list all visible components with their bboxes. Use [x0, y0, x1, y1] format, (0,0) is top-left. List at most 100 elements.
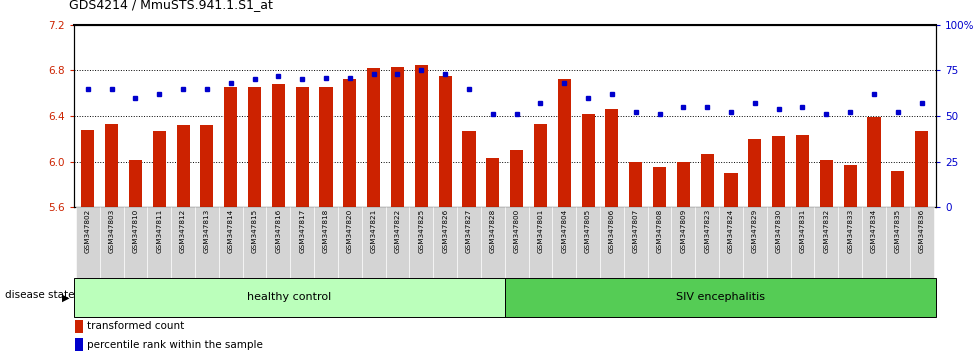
Bar: [368, 68, 380, 207]
Bar: [267, 207, 290, 278]
Text: GSM347821: GSM347821: [370, 209, 376, 253]
Text: GSM347817: GSM347817: [299, 209, 305, 253]
Bar: [701, 154, 713, 207]
Bar: [457, 207, 481, 278]
Text: GSM347805: GSM347805: [585, 209, 591, 253]
Text: GSM347800: GSM347800: [514, 209, 519, 253]
Bar: [505, 207, 528, 278]
Bar: [553, 207, 576, 278]
Bar: [486, 158, 500, 207]
Bar: [505, 278, 936, 317]
Bar: [319, 87, 332, 207]
Text: GSM347814: GSM347814: [227, 209, 234, 253]
Bar: [510, 150, 523, 207]
Bar: [677, 161, 690, 207]
Bar: [648, 207, 671, 278]
Bar: [439, 76, 452, 207]
Bar: [129, 160, 142, 207]
Text: GSM347825: GSM347825: [418, 209, 424, 253]
Bar: [147, 207, 172, 278]
Bar: [315, 207, 338, 278]
Bar: [814, 207, 838, 278]
Text: percentile rank within the sample: percentile rank within the sample: [87, 340, 263, 350]
Bar: [391, 67, 404, 207]
Bar: [528, 207, 553, 278]
Bar: [581, 114, 595, 207]
Bar: [172, 207, 195, 278]
Text: transformed count: transformed count: [87, 321, 184, 331]
Text: GSM347808: GSM347808: [657, 209, 662, 253]
Bar: [219, 207, 243, 278]
Bar: [176, 125, 190, 207]
Bar: [534, 124, 547, 207]
Bar: [75, 207, 100, 278]
Bar: [749, 139, 761, 207]
Text: GSM347816: GSM347816: [275, 209, 281, 253]
Bar: [74, 278, 505, 317]
Bar: [410, 207, 433, 278]
Text: GSM347826: GSM347826: [442, 209, 448, 253]
Text: GSM347820: GSM347820: [347, 209, 353, 253]
Bar: [743, 207, 766, 278]
Bar: [886, 207, 909, 278]
Bar: [338, 207, 362, 278]
Bar: [862, 207, 886, 278]
Text: GSM347822: GSM347822: [395, 209, 401, 253]
Text: GSM347832: GSM347832: [823, 209, 829, 253]
Text: GSM347807: GSM347807: [633, 209, 639, 253]
Bar: [463, 131, 475, 207]
Bar: [243, 207, 267, 278]
Bar: [343, 80, 357, 207]
Bar: [100, 207, 123, 278]
Text: disease state: disease state: [5, 290, 74, 301]
Text: GSM347823: GSM347823: [705, 209, 710, 253]
Text: GSM347834: GSM347834: [871, 209, 877, 253]
Text: ▶: ▶: [62, 292, 70, 302]
Bar: [867, 117, 880, 207]
Text: GSM347811: GSM347811: [156, 209, 163, 253]
Text: GSM347810: GSM347810: [132, 209, 138, 253]
Bar: [766, 207, 791, 278]
Bar: [915, 131, 928, 207]
Bar: [724, 173, 738, 207]
Bar: [653, 167, 666, 207]
Bar: [909, 207, 934, 278]
Bar: [576, 207, 600, 278]
Bar: [81, 130, 94, 207]
Bar: [75, 338, 83, 351]
Text: GSM347806: GSM347806: [609, 209, 614, 253]
Text: GSM347801: GSM347801: [537, 209, 544, 253]
Bar: [195, 207, 219, 278]
Bar: [600, 207, 624, 278]
Bar: [791, 207, 814, 278]
Bar: [105, 124, 119, 207]
Bar: [719, 207, 743, 278]
Text: SIV encephalitis: SIV encephalitis: [676, 292, 764, 302]
Bar: [123, 207, 147, 278]
Bar: [248, 87, 261, 207]
Text: healthy control: healthy control: [247, 292, 331, 302]
Bar: [290, 207, 315, 278]
Bar: [481, 207, 505, 278]
Text: GSM347813: GSM347813: [204, 209, 210, 253]
Bar: [385, 207, 410, 278]
Bar: [200, 125, 214, 207]
Bar: [415, 65, 428, 207]
Text: GSM347804: GSM347804: [562, 209, 567, 253]
Bar: [819, 160, 833, 207]
Bar: [558, 80, 570, 207]
Text: GSM347824: GSM347824: [728, 209, 734, 253]
Text: GSM347828: GSM347828: [490, 209, 496, 253]
Bar: [772, 136, 785, 207]
Text: GSM347809: GSM347809: [680, 209, 686, 253]
Bar: [224, 87, 237, 207]
Bar: [695, 207, 719, 278]
Text: GSM347802: GSM347802: [85, 209, 91, 253]
Text: GSM347830: GSM347830: [775, 209, 782, 253]
Text: GSM347836: GSM347836: [918, 209, 924, 253]
Bar: [629, 161, 642, 207]
Text: GSM347835: GSM347835: [895, 209, 901, 253]
Bar: [844, 165, 857, 207]
Text: GSM347833: GSM347833: [847, 209, 854, 253]
Bar: [271, 84, 285, 207]
